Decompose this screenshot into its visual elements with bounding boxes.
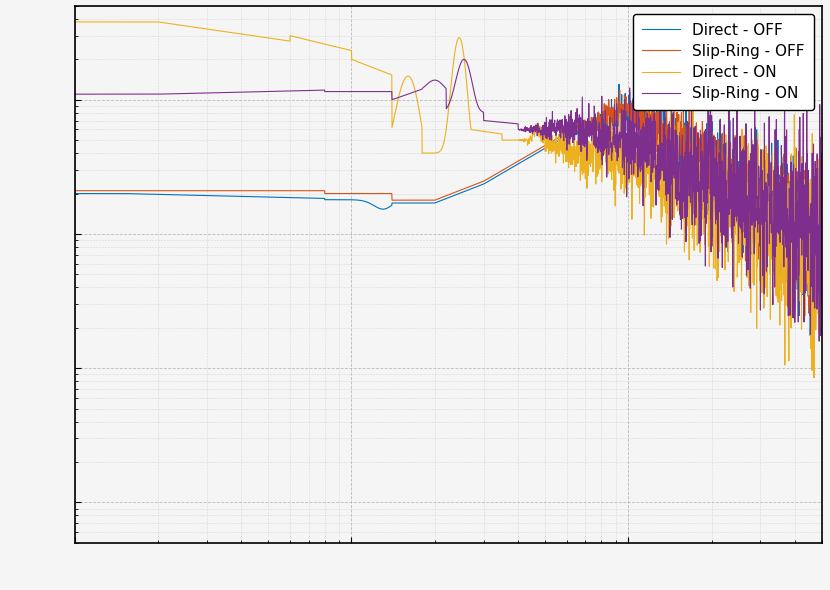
Direct - OFF <box>155 191 165 198</box>
Direct - ON <box>721 189 731 196</box>
Slip-Ring - OFF <box>647 84 657 91</box>
Slip-Ring - OFF <box>155 187 165 194</box>
Slip-Ring - ON <box>199 90 209 97</box>
Direct - OFF <box>817 164 827 171</box>
Slip-Ring - OFF <box>388 196 398 204</box>
Slip-Ring - ON <box>356 88 366 95</box>
Slip-Ring - ON <box>70 91 80 98</box>
Direct - ON <box>155 19 165 26</box>
Direct - ON <box>802 267 812 274</box>
Slip-Ring - OFF <box>199 187 209 194</box>
Slip-Ring - ON <box>459 56 469 63</box>
Slip-Ring - OFF <box>817 276 827 283</box>
Direct - ON <box>388 117 398 124</box>
Slip-Ring - ON <box>803 150 813 157</box>
Slip-Ring - ON <box>817 150 827 158</box>
Direct - OFF <box>805 332 815 339</box>
Slip-Ring - OFF <box>722 180 732 187</box>
Slip-Ring - ON <box>814 337 824 345</box>
Direct - OFF <box>388 199 398 206</box>
Direct - OFF <box>803 185 813 192</box>
Slip-Ring - ON <box>155 91 165 98</box>
Line: Direct - OFF: Direct - OFF <box>75 84 822 336</box>
Line: Slip-Ring - OFF: Slip-Ring - OFF <box>75 88 822 313</box>
Direct - ON <box>356 60 366 67</box>
Slip-Ring - ON <box>388 96 398 103</box>
Line: Slip-Ring - ON: Slip-Ring - ON <box>75 60 822 341</box>
Direct - ON <box>809 374 819 381</box>
Slip-Ring - OFF <box>356 190 366 197</box>
Line: Direct - ON: Direct - ON <box>75 22 822 378</box>
Slip-Ring - ON <box>722 232 732 240</box>
Direct - ON <box>817 220 827 227</box>
Legend: Direct - OFF, Slip-Ring - OFF, Direct - ON, Slip-Ring - ON: Direct - OFF, Slip-Ring - OFF, Direct - … <box>632 14 814 110</box>
Direct - OFF <box>70 190 80 197</box>
Slip-Ring - OFF <box>803 310 813 317</box>
Direct - OFF <box>614 81 624 88</box>
Direct - OFF <box>199 192 209 199</box>
Direct - OFF <box>356 197 366 204</box>
Direct - ON <box>199 25 209 32</box>
Slip-Ring - OFF <box>70 187 80 194</box>
Direct - ON <box>70 18 80 25</box>
Direct - OFF <box>722 186 732 194</box>
Slip-Ring - OFF <box>803 269 813 276</box>
